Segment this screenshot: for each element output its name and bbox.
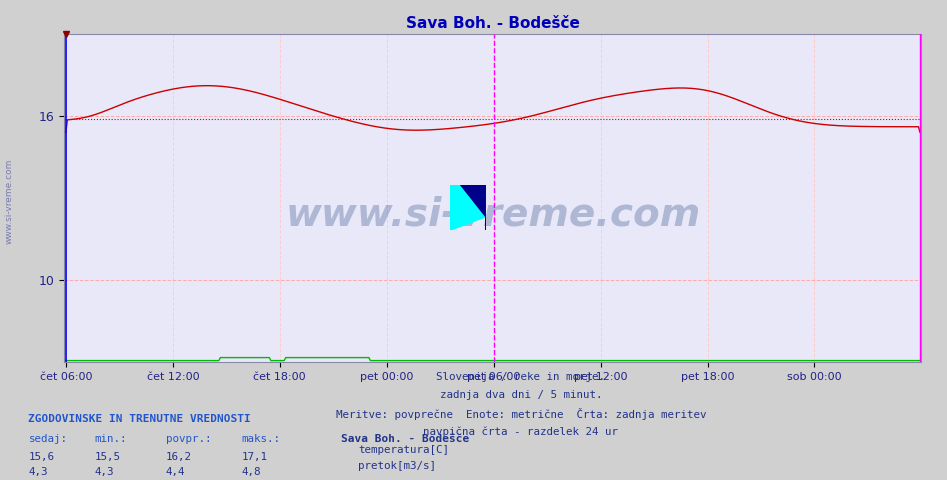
Text: 4,4: 4,4 [166,467,186,477]
Text: navpična črta - razdelek 24 ur: navpična črta - razdelek 24 ur [423,427,618,437]
Polygon shape [460,185,486,230]
Text: min.:: min.: [95,434,127,444]
Text: 15,6: 15,6 [28,452,54,462]
Text: pretok[m3/s]: pretok[m3/s] [358,461,436,470]
Text: Sava Boh. - Bodešče: Sava Boh. - Bodešče [341,434,469,444]
Text: maks.:: maks.: [241,434,280,444]
Text: ZGODOVINSKE IN TRENUTNE VREDNOSTI: ZGODOVINSKE IN TRENUTNE VREDNOSTI [28,414,251,424]
Text: Meritve: povprečne  Enote: metrične  Črta: zadnja meritev: Meritve: povprečne Enote: metrične Črta:… [335,408,706,420]
Text: 4,8: 4,8 [241,467,261,477]
Text: www.si-vreme.com: www.si-vreme.com [285,195,701,233]
Text: www.si-vreme.com: www.si-vreme.com [5,159,14,244]
Text: 16,2: 16,2 [166,452,191,462]
Text: sedaj:: sedaj: [28,434,67,444]
Text: 15,5: 15,5 [95,452,120,462]
Text: zadnja dva dni / 5 minut.: zadnja dva dni / 5 minut. [439,390,602,400]
Polygon shape [450,185,486,230]
Text: temperatura[C]: temperatura[C] [358,445,449,455]
Text: 17,1: 17,1 [241,452,267,462]
Title: Sava Boh. - Bodešče: Sava Boh. - Bodešče [406,16,580,31]
Text: 4,3: 4,3 [28,467,48,477]
Text: 4,3: 4,3 [95,467,115,477]
Text: Slovenija / reke in morje.: Slovenija / reke in morje. [437,372,605,382]
Text: povpr.:: povpr.: [166,434,211,444]
